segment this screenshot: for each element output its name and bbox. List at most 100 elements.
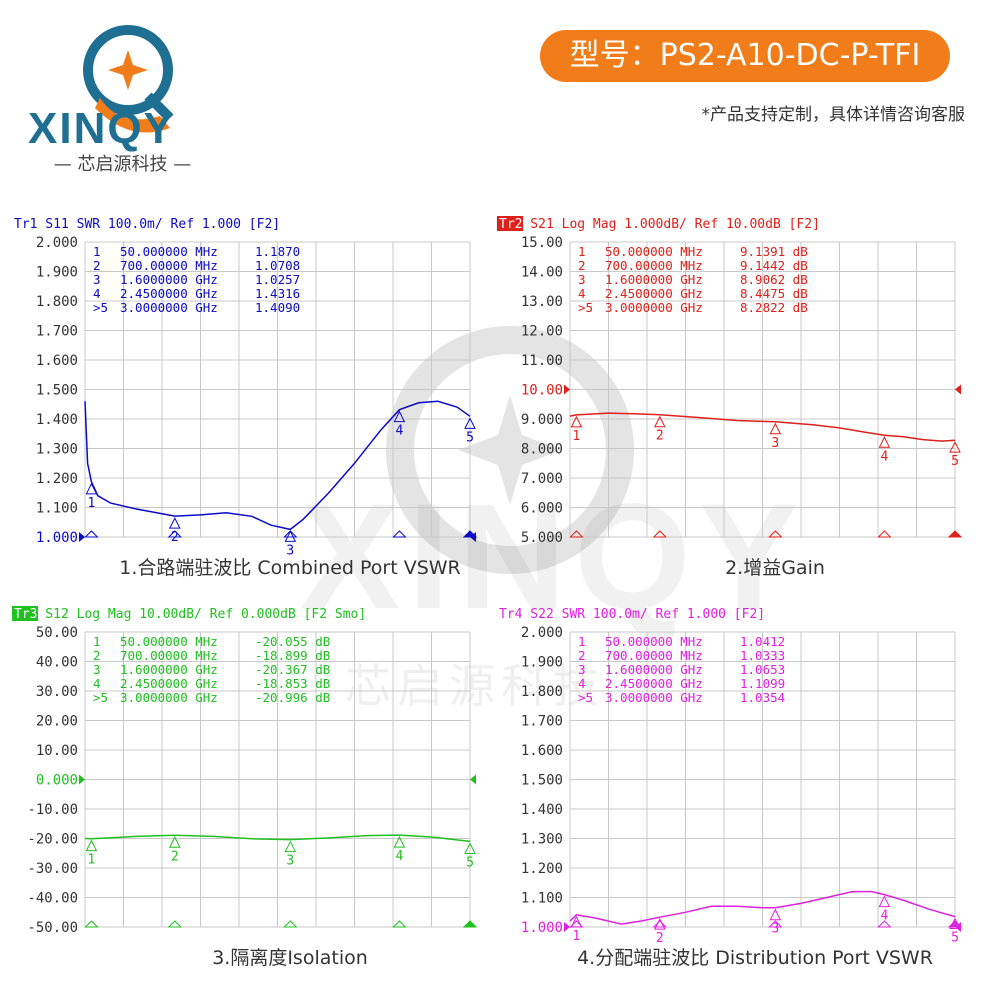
- chart-header: Tr4 S22 SWR 100.0m/ Ref 1.000 [F2]: [499, 607, 765, 622]
- chart-svg-s21: Tr2 S21 Log Mag 1.000dB/ Ref 10.00dB [F2…: [497, 216, 963, 546]
- y-tick-label: 1.900: [521, 655, 563, 671]
- x-marker-arrow: [652, 920, 668, 928]
- x-marker-arrow: [392, 530, 407, 538]
- marker-triangle: [464, 417, 476, 429]
- y-tick-label: 1.200: [36, 471, 78, 487]
- x-marker-arrow: [569, 530, 584, 538]
- y-tick-label: 1.200: [521, 861, 563, 877]
- marker-freq: 3.0000000 GHz: [605, 690, 703, 705]
- marker-label: 2: [171, 849, 179, 864]
- x-marker-arrow: [167, 920, 183, 928]
- marker-id: >5: [93, 300, 108, 315]
- marker-triangle: [169, 836, 181, 848]
- marker-id: 2: [578, 258, 586, 273]
- y-tick-label: 13.00: [521, 294, 563, 310]
- marker-value: -20.367 dB: [255, 662, 330, 677]
- y-tick-label: 15.00: [521, 235, 563, 251]
- marker-value: 1.0412: [740, 634, 785, 649]
- x-marker-arrow: [877, 920, 892, 928]
- marker-label: 1: [573, 929, 581, 944]
- y-tick-label: 1.300: [521, 832, 563, 848]
- y-tick-label: 11.00: [521, 353, 563, 369]
- y-tick-label: 1.000: [36, 530, 78, 546]
- chart-header: Tr1 S11 SWR 100.0m/ Ref 1.000 [F2]: [14, 217, 280, 232]
- marker-freq: 3.0000000 GHz: [120, 690, 218, 705]
- chart-caption: 2.增益Gain: [725, 557, 825, 579]
- marker-id: 3: [578, 272, 586, 287]
- marker-freq: 1.6000000 GHz: [120, 272, 218, 287]
- y-tick-label: 7.000: [521, 471, 563, 487]
- marker-id: 4: [578, 286, 586, 301]
- marker-freq: 700.00000 MHz: [120, 648, 218, 663]
- y-tick-label: 1.900: [36, 265, 78, 281]
- x-marker-arrow: [947, 530, 963, 538]
- y-tick-label: 9.000: [521, 412, 563, 428]
- y-tick-label: 1.500: [521, 773, 563, 789]
- x-marker-arrow: [462, 530, 478, 538]
- marker-label: 4: [881, 449, 889, 464]
- marker-label: 4: [396, 424, 404, 439]
- y-tick-label: 1.700: [36, 324, 78, 340]
- marker-value: 8.9062 dB: [740, 272, 808, 287]
- marker-value: 1.1870: [255, 244, 300, 259]
- marker-freq: 50.000000 MHz: [605, 634, 703, 649]
- chart-svg-s22: Tr4 S22 SWR 100.0m/ Ref 1.000 [F2] 2.000 1…: [499, 607, 963, 946]
- marker-triangle: [878, 436, 891, 448]
- y-tick-label: 2.000: [36, 235, 78, 251]
- y-tick-label: 6.000: [521, 501, 563, 517]
- model-badge: 型号：PS2-A10-DC-P-TFI: [540, 30, 950, 82]
- ref-arrow-left: [79, 532, 85, 542]
- marker-label: 3: [286, 854, 294, 869]
- marker-id: 2: [93, 648, 101, 663]
- marker-triangle: [949, 441, 961, 453]
- trace-line: [569, 412, 956, 442]
- marker-id: 2: [93, 258, 101, 273]
- x-marker-arrow: [569, 920, 584, 928]
- marker-freq: 2.4500000 GHz: [605, 286, 703, 301]
- marker-label: 5: [951, 454, 959, 469]
- marker-value: 1.0354: [740, 690, 785, 705]
- x-marker-arrow: [877, 530, 892, 538]
- y-tick-label: 1.800: [521, 684, 563, 700]
- y-tick-label: -50.00: [27, 920, 78, 936]
- marker-freq: 1.6000000 GHz: [605, 662, 703, 677]
- page-header: XINQY — 芯启源科技 — 型号：PS2-A10-DC-P-TFI *产品支…: [0, 0, 1000, 200]
- y-tick-label: 1.600: [521, 743, 563, 759]
- trace-tag: Tr2: [499, 217, 522, 232]
- trace-tag: Tr4: [499, 607, 523, 622]
- marker-label: 4: [881, 909, 889, 924]
- marker-value: 1.0257: [255, 272, 300, 287]
- y-tick-label: 10.00: [36, 743, 78, 759]
- trace-tag-bg: [497, 216, 523, 231]
- y-tick-label: -20.00: [27, 832, 78, 848]
- marker-id: >5: [578, 690, 593, 705]
- y-tick-label: 1.400: [36, 412, 78, 428]
- marker-value: -18.853 dB: [255, 676, 330, 691]
- trace-line: [84, 400, 471, 531]
- chart-panel-isolation: Tr3 S12 Log Mag 10.00dB/ Ref 0.000dB [F2…: [10, 602, 480, 1002]
- y-tick-label: 12.00: [521, 324, 563, 340]
- marker-value: -18.899 dB: [255, 648, 330, 663]
- marker-id: 1: [578, 634, 586, 649]
- watermark-wordmark: XINQY: [300, 472, 807, 640]
- watermark-chinese: 芯启源科技: [345, 659, 605, 713]
- logo-subtitle: — 芯启源科技 —: [53, 154, 192, 175]
- y-tick-label: 30.00: [36, 684, 78, 700]
- marker-id: >5: [578, 300, 593, 315]
- x-marker-arrow: [167, 530, 183, 538]
- marker-value: 1.4090: [255, 300, 300, 315]
- marker-triangle: [878, 895, 891, 908]
- marker-value: 9.1391 dB: [740, 244, 808, 259]
- x-marker-arrow: [283, 920, 298, 928]
- marker-id: 2: [578, 648, 586, 663]
- trace-params: S21 Log Mag 1.000dB/ Ref 10.00dB [F2]: [522, 217, 819, 232]
- marker-triangle: [169, 516, 181, 529]
- chart-svg-s11: Tr1 S11 SWR 100.0m/ Ref 1.000 [F2] 2.000 1…: [14, 217, 478, 558]
- y-tick-label: -30.00: [27, 861, 78, 877]
- marker-triangle: [393, 410, 406, 423]
- marker-freq: 50.000000 MHz: [120, 244, 218, 259]
- marker-label: 3: [771, 436, 779, 451]
- marker-triangle: [769, 908, 782, 921]
- ref-arrow-left: [79, 774, 85, 785]
- customization-note: *产品支持定制，具体详情咨询客服: [701, 105, 966, 125]
